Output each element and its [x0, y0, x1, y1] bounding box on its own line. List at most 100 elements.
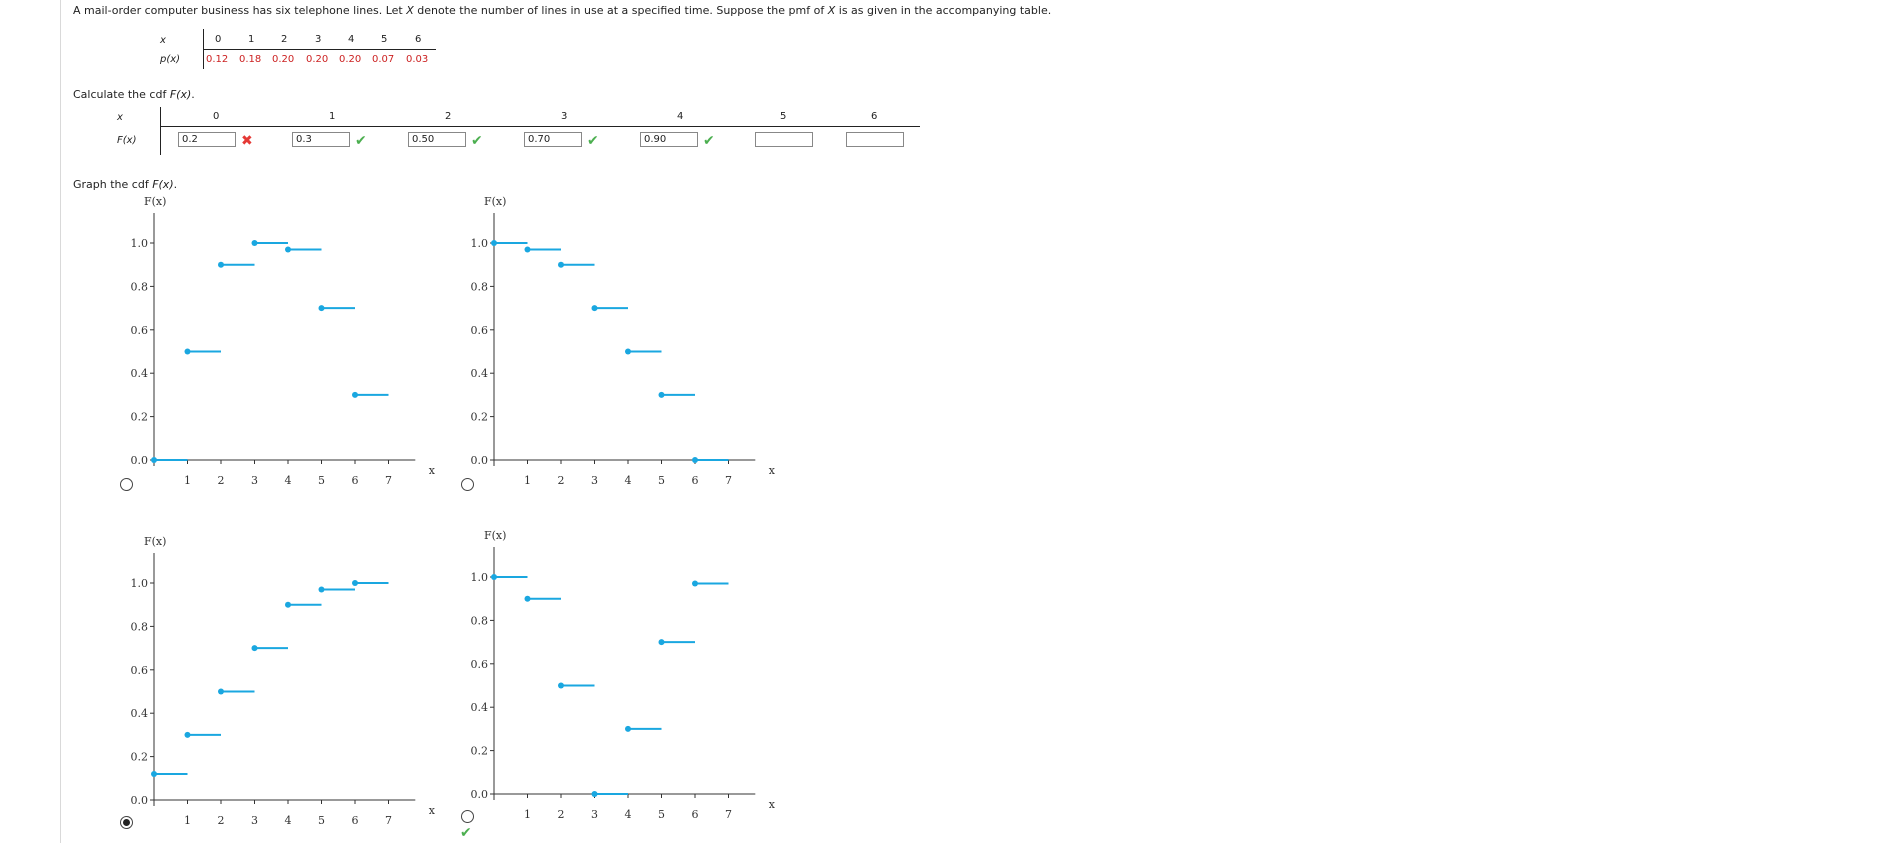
x-tick-label: 7 — [725, 808, 732, 821]
y-tick-label: 0.0 — [471, 788, 489, 801]
cdf-step-point — [251, 240, 258, 246]
pmf-x-cell: 3 — [315, 34, 322, 45]
y-axis-label: F(x) — [484, 195, 506, 208]
question-text: A mail-order computer business has six t… — [73, 4, 1052, 17]
x-tick-label: 3 — [251, 814, 258, 827]
x-axis-label: x — [769, 464, 776, 477]
x-tick-label: 4 — [625, 474, 632, 487]
pmf-p-cell: 0.20 — [306, 54, 329, 65]
graph-option-radio[interactable] — [120, 816, 133, 829]
checkmark-icon: ✔ — [587, 133, 599, 149]
cdf-step-point — [184, 731, 191, 738]
cdf-step-point — [318, 305, 325, 312]
x-tick-label: 6 — [352, 814, 359, 827]
cdf-step-point — [692, 457, 698, 463]
y-tick-label: 0.2 — [131, 411, 149, 424]
x-tick-label: 7 — [385, 814, 392, 827]
x-tick-label: 5 — [318, 814, 325, 827]
x-tick-label: 4 — [285, 814, 292, 827]
x-tick-label: 3 — [251, 474, 258, 487]
y-tick-label: 0.8 — [471, 280, 489, 293]
y-tick-label: 0.8 — [131, 620, 149, 633]
cdf-input-field[interactable] — [755, 132, 813, 147]
cdf-input-field[interactable] — [292, 132, 350, 147]
graph-prompt: Graph the cdf F(x). — [73, 178, 178, 191]
y-axis-label: F(x) — [144, 195, 166, 208]
pmf-x-cell: 6 — [415, 34, 422, 45]
y-tick-label: 0.4 — [471, 701, 489, 714]
y-tick-label: 1.0 — [131, 577, 149, 590]
x-tick-label: 6 — [692, 808, 699, 821]
x-tick-label: 1 — [524, 474, 531, 487]
cdf-step-point — [151, 770, 157, 777]
x-tick-label: 3 — [591, 808, 598, 821]
y-tick-label: 0.8 — [131, 280, 149, 293]
graph-option-radio[interactable] — [120, 478, 133, 491]
graph-option-radio[interactable] — [461, 810, 474, 823]
pmf-p-cell: 0.20 — [272, 54, 295, 65]
pmf-p-cell: 0.18 — [239, 54, 262, 65]
pmf-x-cell: 0 — [215, 34, 222, 45]
cdf-input-field[interactable] — [408, 132, 466, 147]
cdf-x-cell: 3 — [561, 111, 568, 122]
graph-option-radio[interactable] — [461, 478, 474, 491]
y-tick-label: 0.6 — [131, 324, 149, 337]
cdf-step-point — [591, 791, 598, 797]
cdf-step-point — [352, 391, 358, 398]
cdf-x-cell: 1 — [329, 111, 336, 122]
y-tick-label: 0.2 — [471, 411, 489, 424]
y-tick-label: 0.4 — [131, 367, 149, 380]
y-tick-label: 0.2 — [131, 751, 149, 764]
cdf-graph-option: F(x) x 0.0 0.2 0.4 0.6 0.8 1.0 1 2 3 4 5 6 7 — [471, 529, 776, 821]
x-tick-label: 5 — [658, 474, 665, 487]
cdf-step-point — [491, 574, 497, 580]
y-tick-label: 1.0 — [471, 237, 489, 250]
cdf-step-point — [524, 246, 531, 253]
pmf-p-cell: 0.07 — [372, 54, 395, 65]
y-axis-label: F(x) — [144, 535, 166, 548]
cdf-input-field[interactable] — [524, 132, 582, 147]
x-tick-label: 1 — [524, 808, 531, 821]
cdf-step-point — [151, 457, 157, 463]
left-border — [60, 0, 61, 843]
cdf-step-point — [558, 261, 564, 268]
cdf-f-header: F(x) — [117, 135, 137, 146]
x-axis-label: x — [429, 464, 436, 477]
cdf-input-field[interactable] — [846, 132, 904, 147]
checkmark-icon: ✔ — [355, 133, 367, 149]
x-tick-label: 7 — [385, 474, 392, 487]
x-tick-label: 6 — [692, 474, 699, 487]
x-tick-label: 4 — [285, 474, 292, 487]
cdf-step-point — [625, 348, 631, 355]
cdf-step-point — [318, 586, 325, 593]
cdf-x-cell: 4 — [677, 111, 684, 122]
cdf-x-cell: 0 — [213, 111, 220, 122]
y-tick-label: 1.0 — [131, 237, 149, 250]
x-tick-label: 1 — [184, 474, 191, 487]
cdf-x-cell: 6 — [871, 111, 878, 122]
cdf-input-field[interactable] — [640, 132, 698, 147]
cdf-x-cell: 2 — [445, 111, 452, 122]
pmf-x-cell: 4 — [348, 34, 355, 45]
cdf-step-point — [692, 580, 698, 587]
cdf-step-point — [218, 261, 224, 268]
pmf-p-cell: 0.20 — [339, 54, 362, 65]
pmf-x-cell: 2 — [281, 34, 288, 45]
x-tick-label: 2 — [218, 474, 225, 487]
cdf-step-point — [558, 682, 564, 689]
y-tick-label: 0.4 — [471, 367, 489, 380]
cdf-x-cell: 5 — [780, 111, 787, 122]
x-tick-label: 2 — [558, 808, 565, 821]
y-tick-label: 0.0 — [131, 794, 149, 807]
cdf-step-point — [524, 595, 531, 602]
cdf-step-point — [491, 240, 497, 246]
cdf-step-point — [218, 688, 224, 695]
x-tick-label: 4 — [625, 808, 632, 821]
cdf-input-field[interactable] — [178, 132, 236, 147]
cdf-step-point — [658, 391, 665, 398]
y-tick-label: 0.0 — [471, 454, 489, 467]
cdf-graph-option: F(x) x 0.0 0.2 0.4 0.6 0.8 1.0 1 2 3 4 5 6 7 — [131, 195, 436, 487]
cdf-divider-h — [160, 126, 920, 127]
pmf-p-cell: 0.03 — [406, 54, 429, 65]
cdf-graph-option: F(x) x 0.0 0.2 0.4 0.6 0.8 1.0 1 2 3 4 5 6 7 — [131, 535, 436, 827]
